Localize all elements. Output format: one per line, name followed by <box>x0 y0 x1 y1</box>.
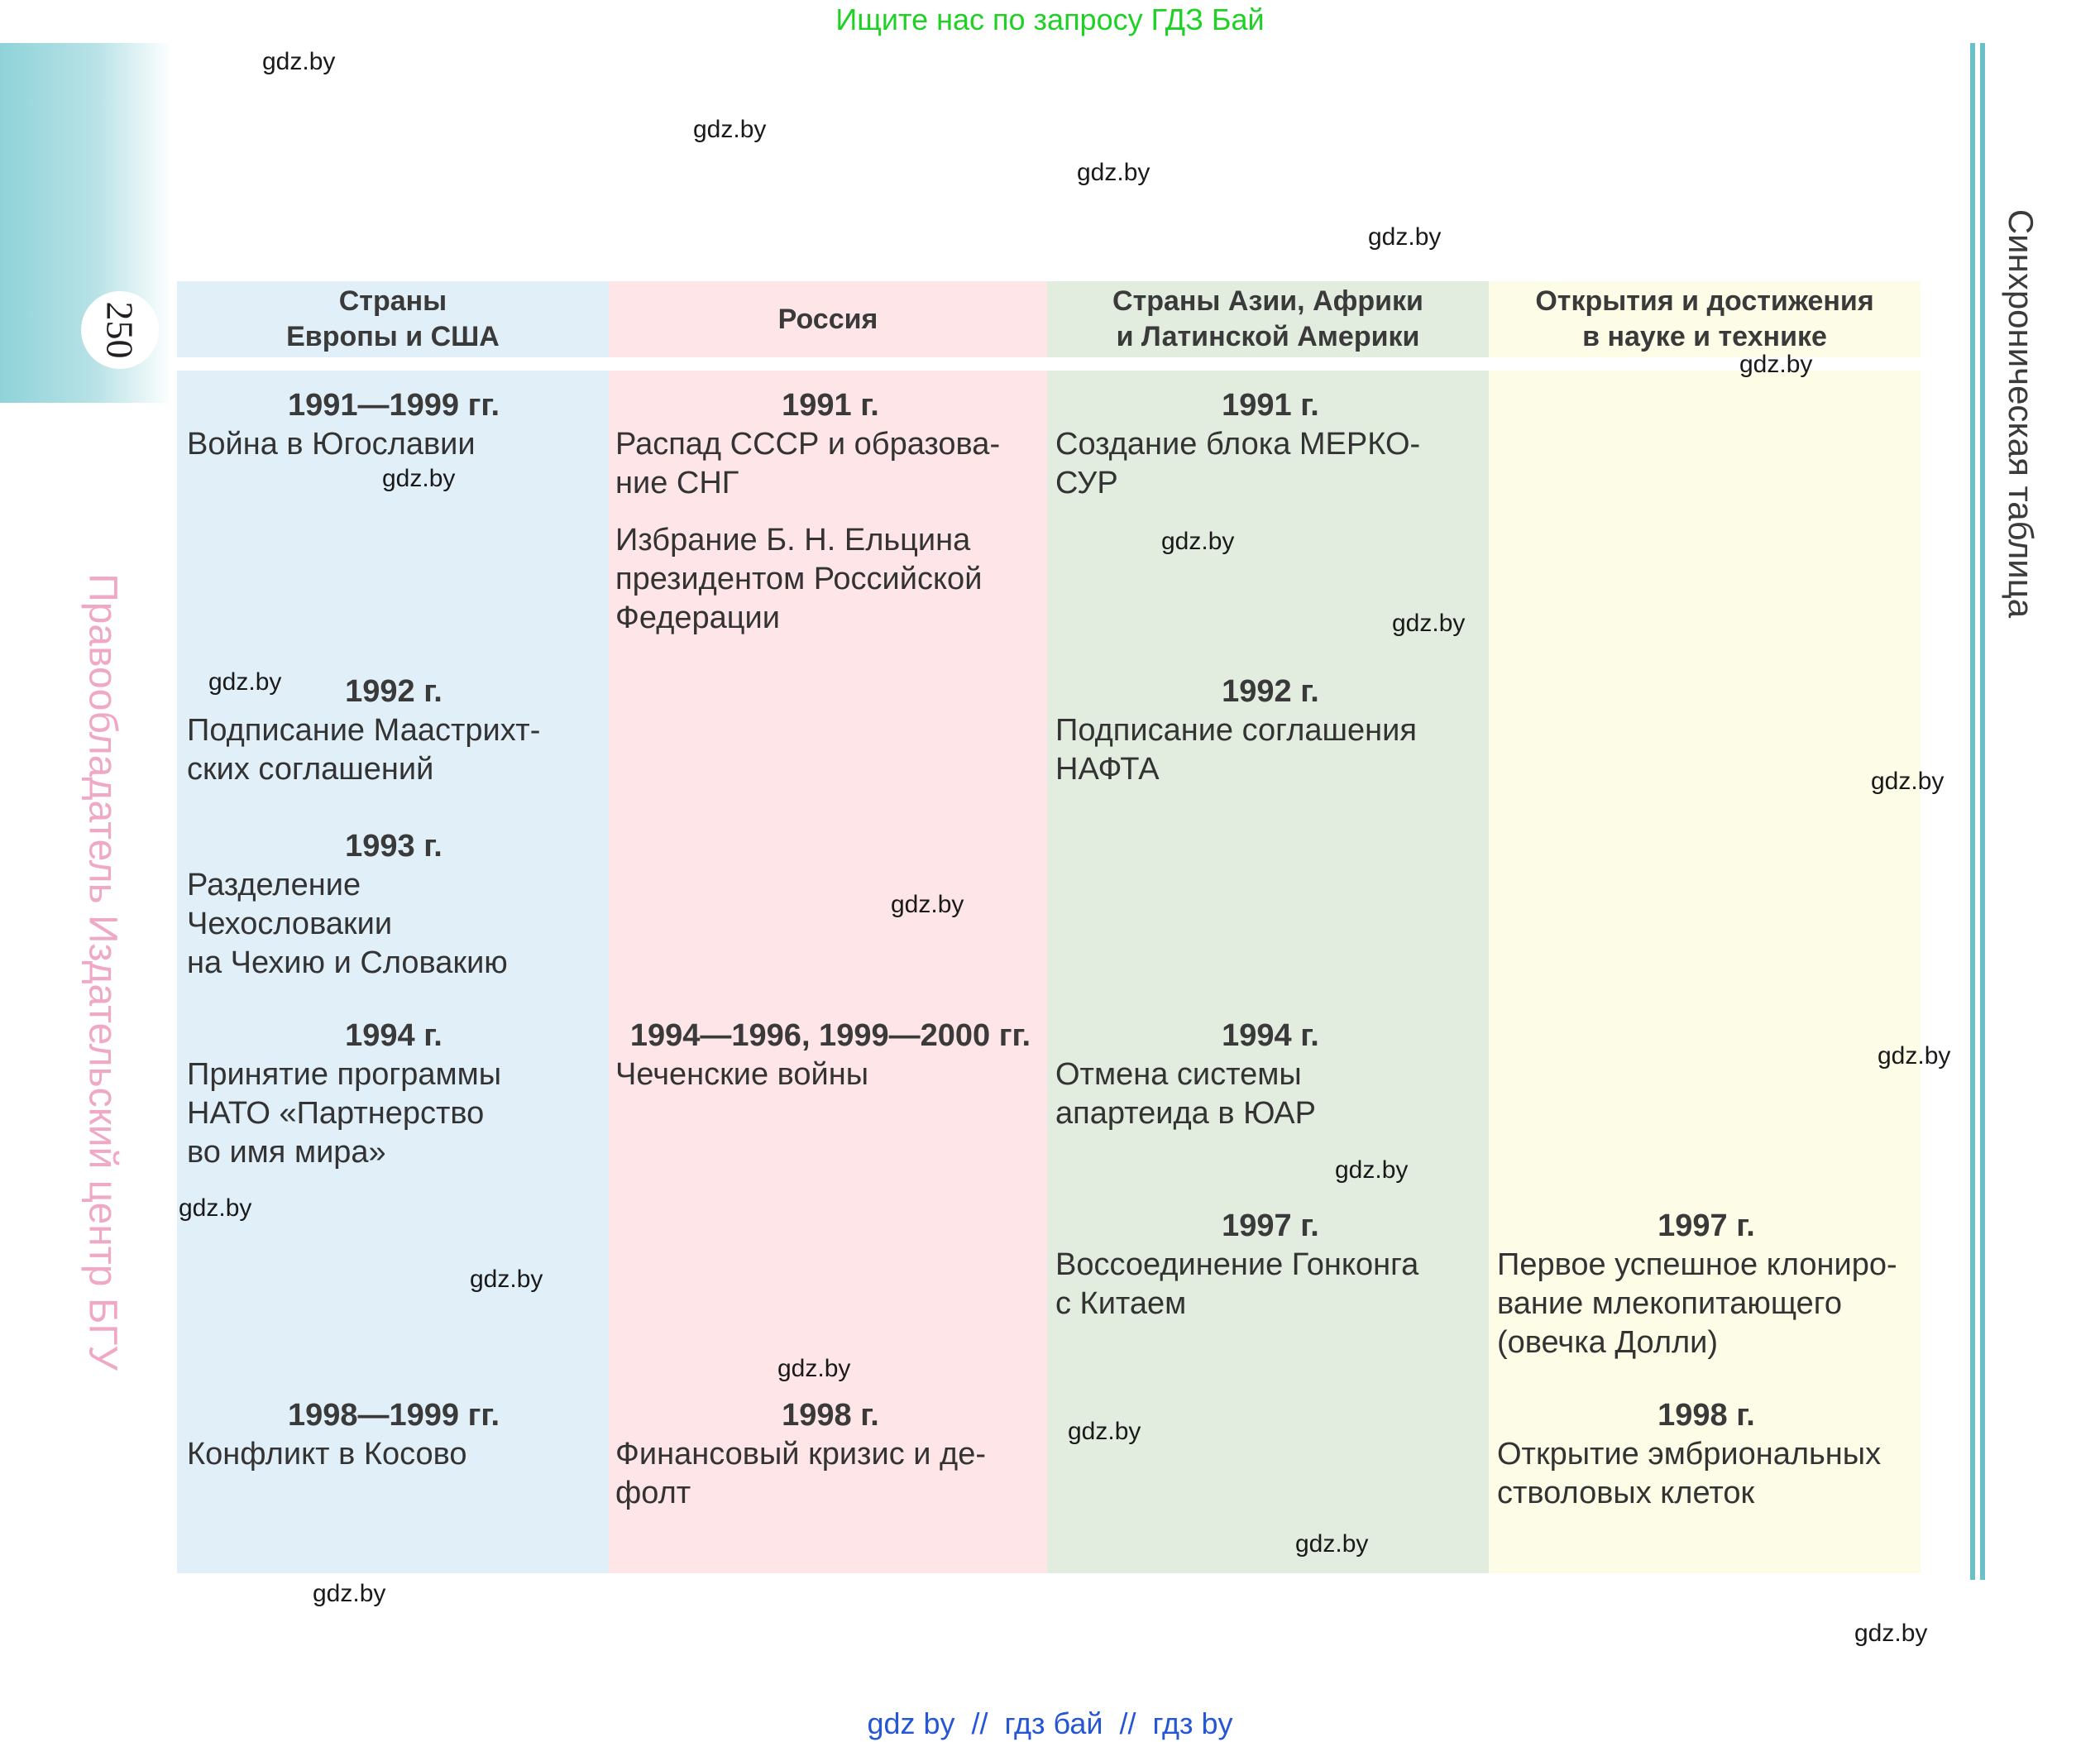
header-science-bg <box>1489 281 1921 357</box>
watermark: gdz.by <box>1878 1042 1951 1070</box>
watermark: gdz.by <box>313 1580 386 1607</box>
publisher-note: Правообладатель Издательский центр БГУ <box>80 573 125 1371</box>
page-number-badge <box>81 291 159 369</box>
watermark: gdz.by <box>208 668 282 696</box>
timeline-entry: 1992 г. Подписание соглашения НАФТА <box>1055 672 1485 789</box>
timeline-entry: 1998 г. Открытие эмбриональных стволовых… <box>1497 1396 1916 1513</box>
entry-year: 1998 г. <box>782 1398 879 1433</box>
watermark: gdz.by <box>777 1355 851 1382</box>
timeline-entry: 1992 г. Подписание Маастрихт- ских согла… <box>187 672 600 789</box>
top-banner: Ищите нас по запросу ГДЗ Бай <box>835 2 1265 36</box>
entry-text: Открытие эмбриональных стволовых клеток <box>1497 1437 1882 1510</box>
column-header: Россия <box>777 303 878 335</box>
timeline-entry: 1991 г. Создание блока МЕРКО- СУР <box>1055 386 1485 503</box>
timeline-entry: Избрание Б. Н. Ельцина президентом Росси… <box>615 521 1045 638</box>
watermark: gdz.by <box>382 465 456 492</box>
watermark: gdz.by <box>470 1266 543 1293</box>
timeline-entry: 1991—1999 гг. Война в Югославии <box>187 386 600 464</box>
entry-text: Распад СССР и образова- ние СНГ <box>615 427 1001 500</box>
column-europe-usa <box>177 371 609 1573</box>
column-header: Страны Европы и США <box>286 285 500 352</box>
header-asia-africa-bg <box>1047 281 1489 357</box>
side-rule <box>1980 43 1985 1580</box>
column-header: Страны Азии, Африки и Латинской Америки <box>1112 285 1423 352</box>
entry-year: 1992 г. <box>345 674 442 709</box>
entry-text: Разделение Чехословакии на Чехию и Слова… <box>187 868 508 980</box>
entry-year: 1998—1999 гг. <box>287 1398 500 1433</box>
timeline-entry: 1994 г. Отмена системы апартеида в ЮАР <box>1055 1017 1485 1133</box>
watermark: gdz.by <box>1077 159 1150 186</box>
entry-text: Подписание Маастрихт- ских соглашений <box>187 713 541 787</box>
entry-text: Чеченские войны <box>615 1057 869 1092</box>
timeline-entry: 1991 г. Распад СССР и образова- ние СНГ <box>615 386 1045 503</box>
timeline-entry: 1997 г. Первое успешное клониро- вание м… <box>1497 1207 1916 1362</box>
side-title: Синхроническая таблица <box>2002 208 2040 619</box>
entry-text: Подписание соглашения НАФТА <box>1055 713 1417 787</box>
watermark: gdz.by <box>1068 1418 1141 1445</box>
entry-year: 1991 г. <box>782 388 879 423</box>
entry-year: 1994—1996, 1999—2000 гг. <box>629 1018 1031 1053</box>
entry-text: Конфликт в Косово <box>187 1437 467 1472</box>
entry-year: 1992 г. <box>1222 674 1319 709</box>
watermark: gdz.by <box>1392 610 1466 637</box>
entry-text: Финансовый кризис и де- фолт <box>615 1437 987 1510</box>
watermark: gdz.by <box>693 116 767 143</box>
column-russia <box>609 371 1047 1573</box>
entry-text: Создание блока МЕРКО- СУР <box>1055 427 1421 500</box>
entry-year: 1994 г. <box>1222 1018 1319 1053</box>
side-rule <box>1970 43 1975 1580</box>
header-russia-bg <box>609 281 1047 357</box>
entry-text: Отмена системы апартеида в ЮАР <box>1055 1057 1316 1131</box>
entry-text: Воссоединение Гонконга с Китаем <box>1055 1247 1419 1321</box>
header-europe-usa-bg <box>177 281 609 357</box>
timeline-entry: 1997 г. Воссоединение Гонконга с Китаем <box>1055 1207 1485 1323</box>
entry-year: 1991—1999 гг. <box>287 388 500 423</box>
column-header: Открытия и достижения в науке и технике <box>1535 285 1874 352</box>
entry-year: 1997 г. <box>1658 1208 1755 1243</box>
entry-year: 1994 г. <box>345 1018 442 1053</box>
timeline-entry: 1998 г. Финансовый кризис и де- фолт <box>615 1396 1045 1513</box>
entry-year: 1997 г. <box>1222 1208 1319 1243</box>
entry-year: 1998 г. <box>1658 1398 1755 1433</box>
entry-text: Принятие программы НАТО «Партнерство во … <box>187 1057 502 1170</box>
entry-text: Война в Югославии <box>187 427 476 462</box>
entry-year: 1991 г. <box>1222 388 1319 423</box>
entry-year: 1993 г. <box>345 829 442 864</box>
page-number: 250 <box>98 301 141 359</box>
watermark: gdz.by <box>1739 351 1813 378</box>
watermark: gdz.by <box>1854 1620 1928 1647</box>
watermark: gdz.by <box>891 891 964 918</box>
entry-text: Избрание Б. Н. Ельцина президентом Росси… <box>615 523 983 635</box>
column-asia-africa <box>1047 371 1489 1573</box>
watermark: gdz.by <box>1368 223 1442 251</box>
watermark: gdz.by <box>1295 1530 1369 1558</box>
timeline-entry: 1998—1999 гг. Конфликт в Косово <box>187 1396 600 1474</box>
entry-text: Первое успешное клониро- вание млекопита… <box>1497 1247 1897 1360</box>
watermark: gdz.by <box>262 48 336 75</box>
watermark: gdz.by <box>1161 528 1235 555</box>
timeline-entry: 1994 г. Принятие программы НАТО «Партнер… <box>187 1017 600 1172</box>
timeline-entry: 1993 г. Разделение Чехословакии на Чехию… <box>187 827 600 983</box>
watermark: gdz.by <box>1335 1156 1409 1184</box>
column-science <box>1489 371 1921 1573</box>
footer-links: gdz by // гдз бай // гдз by <box>867 1706 1233 1740</box>
watermark: gdz.by <box>179 1194 252 1222</box>
watermark: gdz.by <box>1871 768 1945 795</box>
timeline-entry: 1994—1996, 1999—2000 гг. Чеченские войны <box>615 1017 1045 1094</box>
